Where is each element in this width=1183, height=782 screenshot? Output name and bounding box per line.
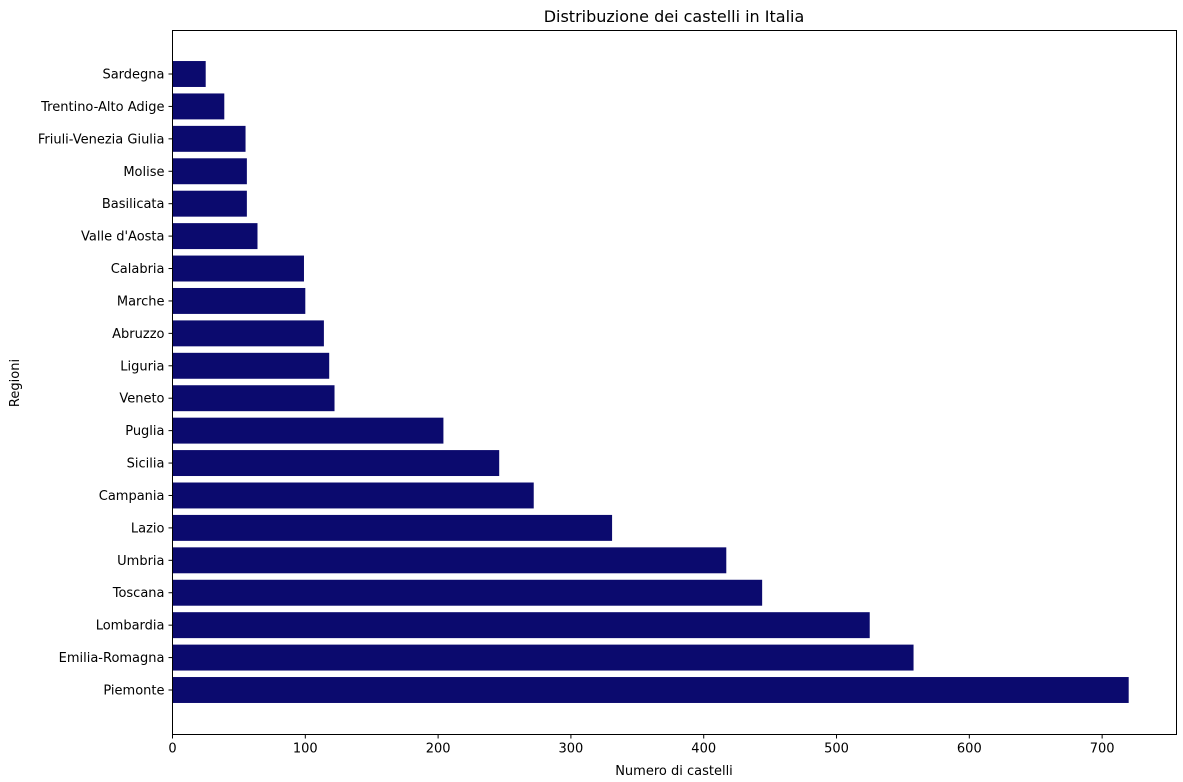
y-tick-label: Umbria	[117, 554, 164, 569]
y-tick-label: Puglia	[125, 424, 164, 439]
y-tick-label: Toscana	[112, 586, 165, 601]
bar	[172, 255, 304, 282]
y-tick-label: Liguria	[120, 359, 164, 374]
y-tick-label: Lazio	[131, 521, 165, 536]
x-axis-ticks: 0 100 200 300 400 500 600 700	[168, 734, 1115, 757]
y-tick-label: Molise	[123, 165, 164, 180]
y-tick-label: Emilia-Romagna	[59, 651, 165, 666]
bar	[172, 223, 258, 250]
bar	[172, 320, 324, 347]
bar	[172, 482, 534, 509]
y-tick-label: Abruzzo	[112, 327, 164, 342]
chart-title: Distribuzione dei castelli in Italia	[544, 7, 805, 26]
y-tick-label: Piemonte	[103, 684, 164, 699]
y-tick-label: Marche	[117, 294, 165, 309]
y-tick-label: Valle d'Aosta	[81, 230, 164, 245]
y-tick-label: Sardegna	[102, 68, 164, 83]
y-axis-ticks: Piemonte Emilia-Romagna Lombardia Toscana Um…	[38, 68, 173, 699]
bar	[172, 579, 763, 606]
bar	[172, 287, 306, 314]
y-tick-label: Lombardia	[96, 619, 165, 634]
bar	[172, 352, 330, 379]
x-axis-title: Numero di castelli	[615, 764, 733, 779]
y-tick-label: Sicilia	[127, 457, 165, 472]
x-tick-label: 0	[168, 742, 176, 757]
x-tick-label: 200	[426, 742, 451, 757]
y-tick-label: Basilicata	[102, 197, 165, 212]
bars-group	[172, 61, 1129, 703]
bar	[172, 547, 727, 574]
bar	[172, 385, 335, 412]
bar	[172, 158, 247, 185]
x-tick-label: 700	[1090, 742, 1115, 757]
bar	[172, 644, 914, 671]
bar	[172, 677, 1129, 703]
y-tick-label: Friuli-Venezia Giulia	[38, 132, 165, 147]
y-axis-title: Regioni	[8, 359, 23, 407]
y-tick-label: Trentino-Alto Adige	[40, 100, 164, 115]
x-tick-label: 100	[293, 742, 318, 757]
bar	[172, 93, 225, 120]
x-tick-label: 300	[558, 742, 583, 757]
x-tick-label: 500	[824, 742, 849, 757]
bar	[172, 125, 246, 152]
bar	[172, 514, 613, 541]
bar	[172, 190, 247, 217]
bar	[172, 61, 206, 87]
x-tick-label: 600	[957, 742, 982, 757]
bar	[172, 612, 870, 639]
y-tick-label: Calabria	[111, 262, 165, 277]
y-tick-label: Veneto	[119, 392, 164, 407]
y-tick-label: Campania	[99, 489, 165, 504]
x-tick-label: 400	[691, 742, 716, 757]
bar	[172, 450, 500, 477]
bar	[172, 417, 444, 444]
plot-frame	[172, 30, 1177, 735]
